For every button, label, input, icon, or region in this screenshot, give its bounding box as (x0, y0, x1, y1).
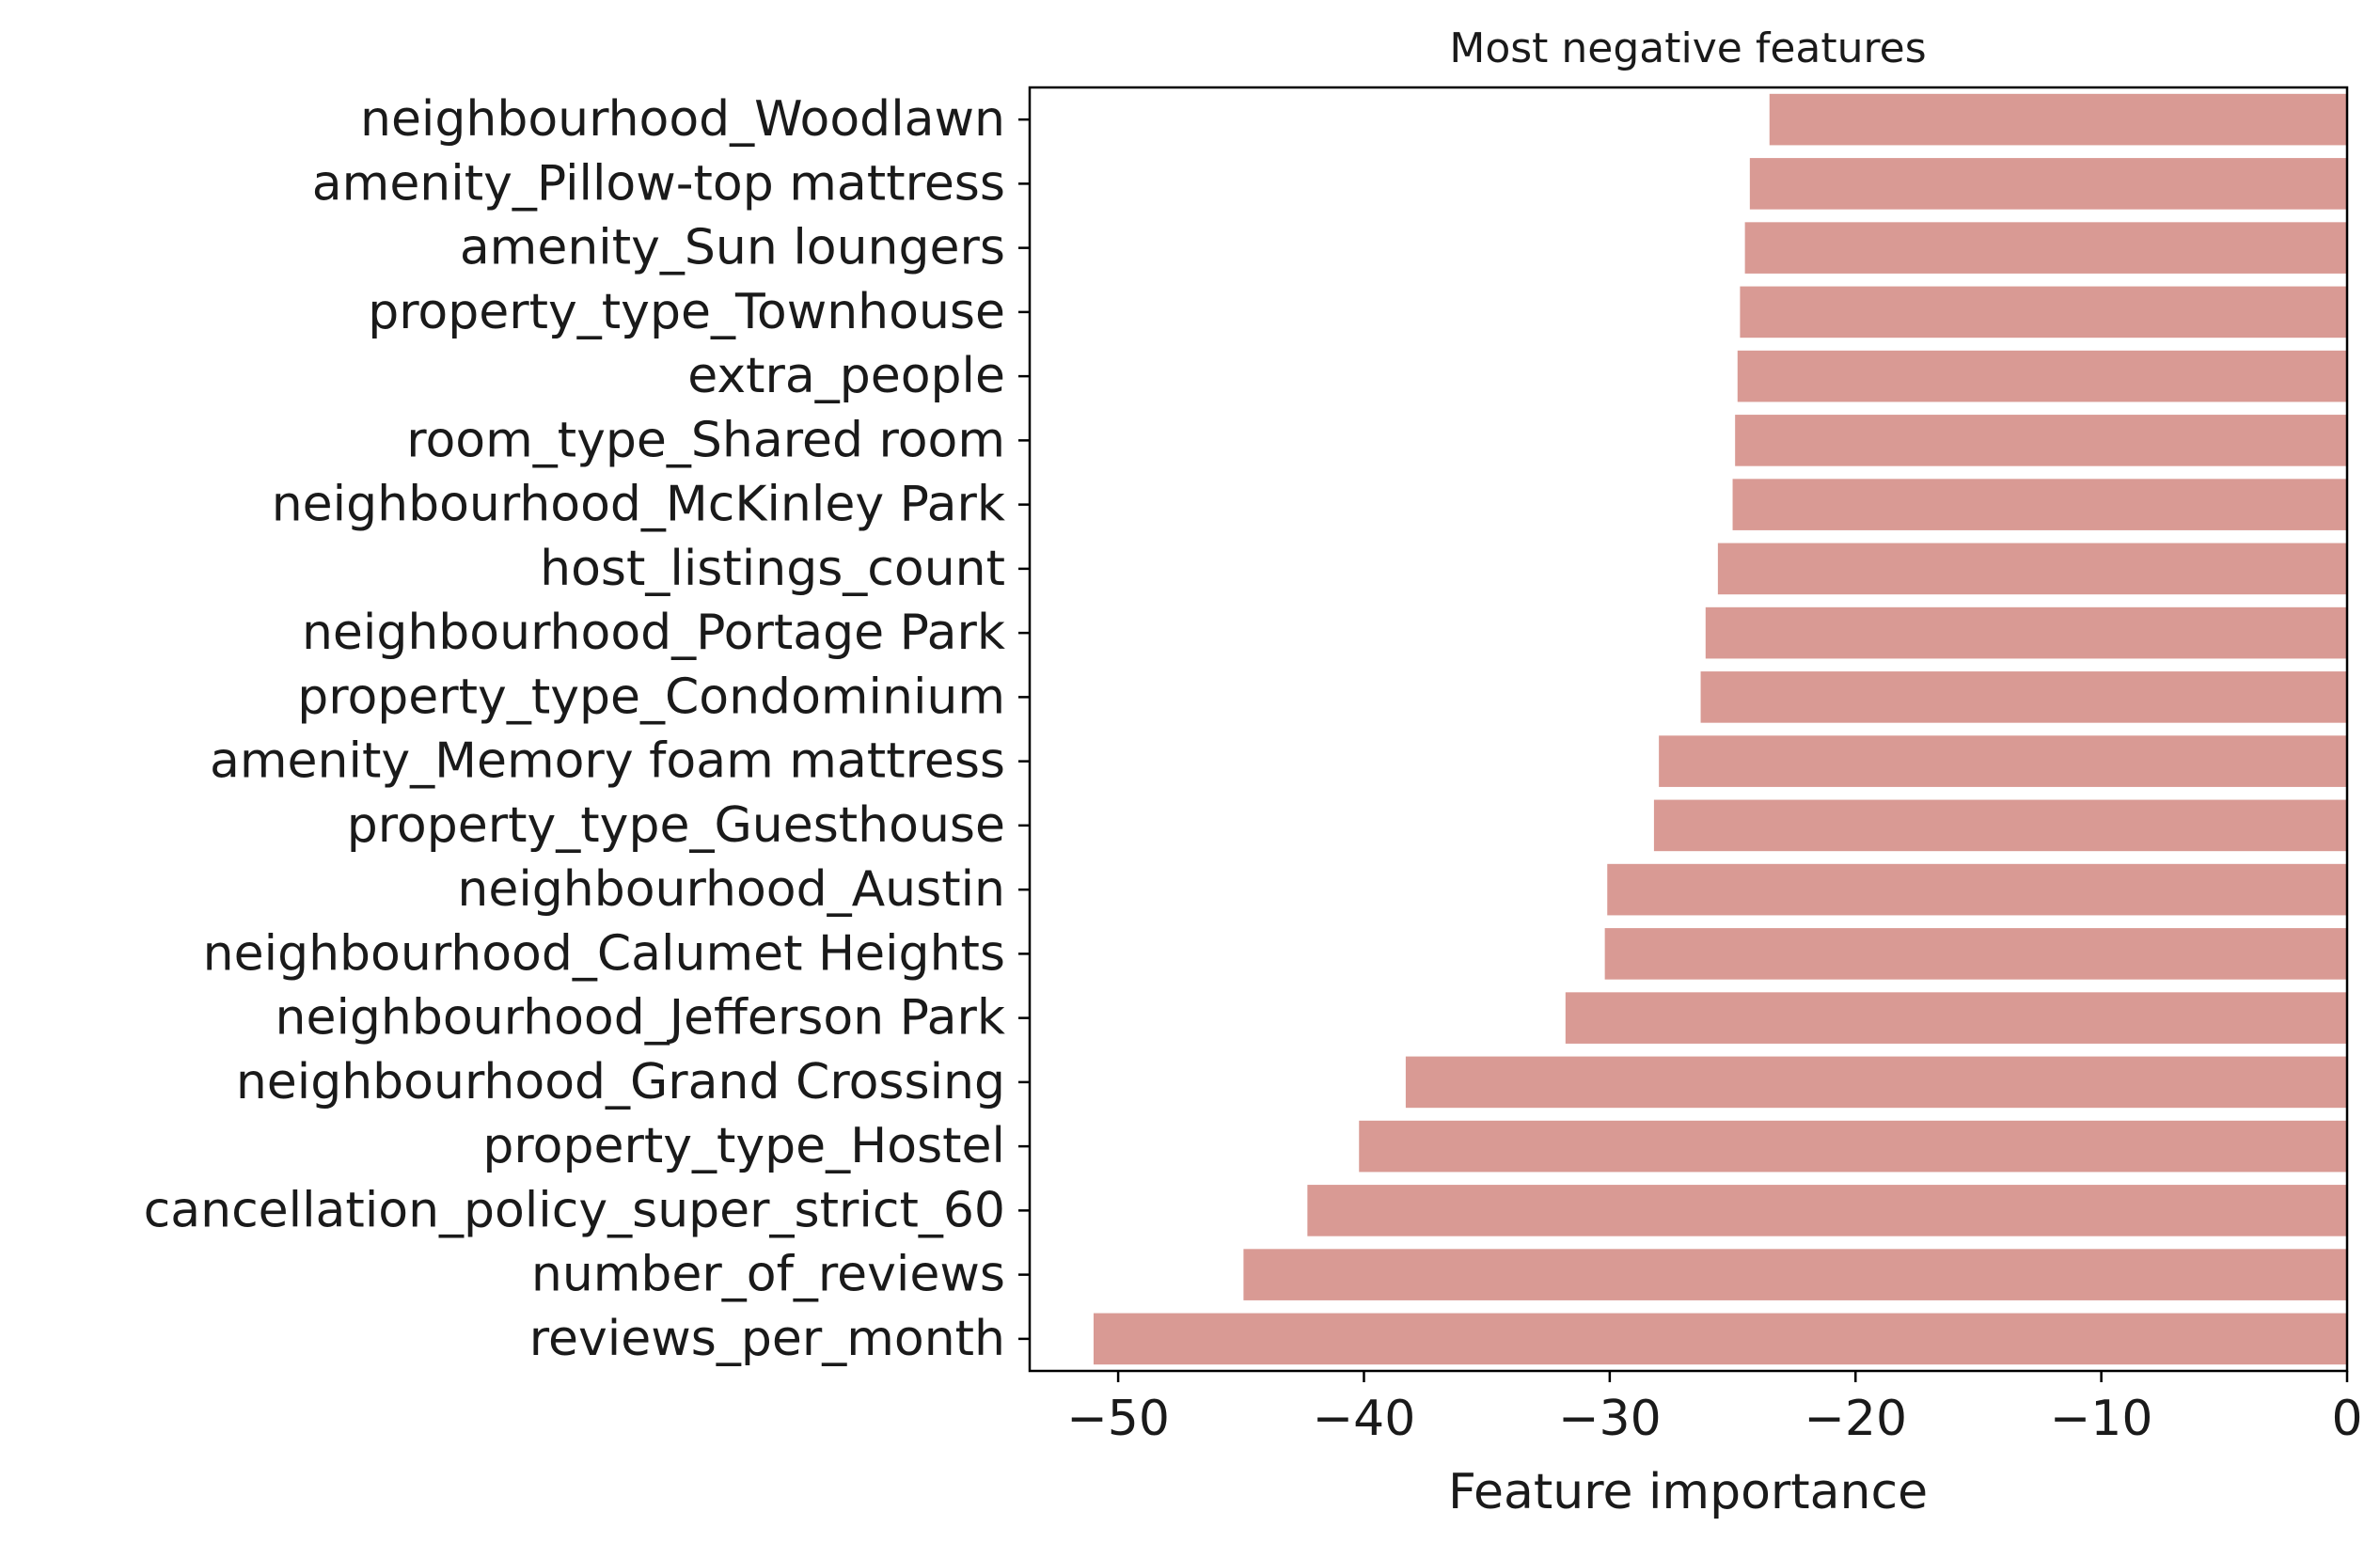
x-tick-label: −20 (1804, 1391, 1907, 1447)
bar (1735, 415, 2347, 466)
bar (1737, 350, 2347, 402)
bar (1717, 543, 2347, 595)
x-axis-label: Feature importance (1448, 1464, 1928, 1520)
y-tick-label: cancellation_policy_super_strict_60 (144, 1182, 1005, 1238)
bar (1732, 479, 2347, 530)
bar (1405, 1056, 2347, 1109)
bar (1744, 222, 2347, 274)
y-tick-label: extra_people (687, 348, 1005, 404)
y-tick-label: amenity_Sun loungers (460, 220, 1005, 276)
y-tick-label: neighbourhood_Portage Park (302, 605, 1005, 661)
bar (1604, 928, 2347, 980)
y-tick-label: number_of_reviews (531, 1247, 1005, 1303)
y-tick-label: neighbourhood_Jefferson Park (276, 990, 1006, 1047)
bar (1659, 735, 2347, 787)
x-tick-label: −30 (1558, 1391, 1662, 1447)
x-tick-label: −10 (2050, 1391, 2153, 1447)
y-tick-label: property_type_Townhouse (368, 284, 1005, 340)
x-tick-label: −50 (1066, 1391, 1170, 1447)
bar (1705, 606, 2347, 659)
x-tick-label: 0 (2331, 1391, 2362, 1447)
y-tick-label: room_type_Shared room (406, 412, 1005, 468)
bar (1093, 1313, 2347, 1365)
bar (1700, 671, 2347, 723)
y-tick-label: neighbourhood_Grand Crossing (236, 1054, 1005, 1110)
y-tick-label: property_type_Guesthouse (347, 797, 1005, 854)
bar (1769, 93, 2347, 146)
y-tick-label: neighbourhood_Austin (457, 861, 1005, 918)
bar (1565, 992, 2347, 1044)
y-tick-label: property_type_Hostel (482, 1118, 1005, 1174)
x-axis-ticks: −50 −40 −30 −20 −10 0 (1066, 1371, 2363, 1447)
y-tick-label: property_type_Condominium (297, 669, 1005, 725)
bar (1307, 1185, 2347, 1236)
y-axis-labels: neighbourhood_Woodlawn amenity_Pillow-top… (144, 91, 1030, 1367)
chart-title: Most negative features (1449, 24, 1926, 72)
y-tick-label: amenity_Memory foam mattress (210, 733, 1005, 790)
y-tick-label: amenity_Pillow-top mattress (312, 155, 1005, 212)
y-tick-label: neighbourhood_Calumet Heights (203, 925, 1005, 982)
y-tick-label: host_listings_count (540, 541, 1005, 597)
y-tick-label: neighbourhood_McKinley Park (272, 477, 1005, 533)
bars-group (1093, 93, 2347, 1365)
bar (1749, 158, 2347, 210)
plot-frame (1028, 86, 2349, 1373)
x-tick-label: −40 (1313, 1391, 1416, 1447)
bar (1653, 799, 2347, 852)
bar (1359, 1120, 2347, 1173)
bar (1740, 286, 2347, 339)
y-tick-label: reviews_per_month (529, 1311, 1005, 1367)
bar (1607, 863, 2347, 916)
bar (1243, 1249, 2347, 1300)
y-tick-label: neighbourhood_Woodlawn (360, 91, 1005, 148)
